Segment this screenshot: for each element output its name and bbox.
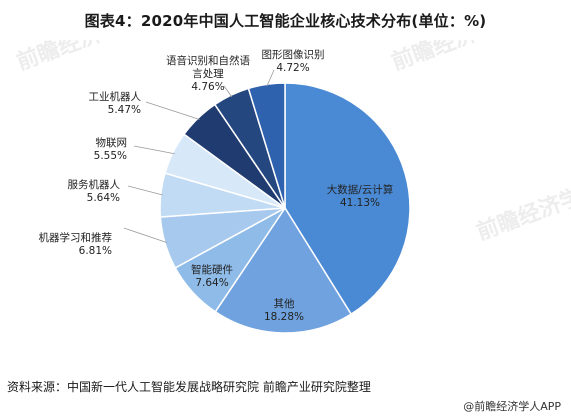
leader-lines bbox=[123, 69, 275, 244]
chart-title: 图表4：2020年中国人工智能企业核心技术分布(单位：%) bbox=[84, 12, 487, 30]
slice-value-label: 18.28% bbox=[264, 311, 304, 323]
slice-value-label: 7.64% bbox=[195, 277, 228, 289]
slice-value-label: 6.81% bbox=[79, 245, 112, 257]
slice-value-label: 5.55% bbox=[94, 150, 127, 162]
pie-chart: 前瞻经济学人前瞻经济学人前瞻经济学人前瞻经济学人 大数据/云计算41.13%其他… bbox=[13, 40, 571, 334]
slice-category-label: 大数据/云计算 bbox=[327, 183, 394, 196]
leader-line bbox=[127, 185, 163, 196]
slice-category-label: 图形图像识别 bbox=[262, 49, 325, 61]
watermark-text: 前瞻经济学人 bbox=[13, 40, 146, 76]
credit-text: @前瞻经济学人APP bbox=[463, 400, 561, 413]
slice-value-label: 4.72% bbox=[276, 62, 309, 74]
slice-category-label: 服务机器人 bbox=[68, 178, 121, 191]
watermark-text: 前瞻经济学人 bbox=[473, 176, 571, 246]
slice-category-label: 工业机器人 bbox=[89, 90, 142, 103]
slice-category-label: 言处理 bbox=[192, 67, 224, 80]
source-note: 资料来源：中国新一代人工智能发展战略研究院 前瞻产业研究院整理 bbox=[7, 380, 371, 394]
slice-category-label: 语音识别和自然语 bbox=[166, 54, 250, 67]
pie-slice bbox=[214, 206, 353, 334]
watermark-text: 前瞻经济学人 bbox=[388, 40, 521, 76]
leader-line bbox=[266, 69, 275, 87]
slice-category-label: 物联网 bbox=[96, 136, 128, 149]
slice-value-label: 41.13% bbox=[340, 197, 380, 209]
leader-line bbox=[123, 227, 168, 244]
slice-value-label: 5.47% bbox=[108, 104, 141, 116]
leader-line bbox=[223, 85, 233, 98]
slice-value-label: 4.76% bbox=[191, 81, 224, 93]
slice-category-label: 机器学习和推荐 bbox=[39, 231, 113, 244]
leader-line bbox=[145, 101, 200, 120]
slice-category-label: 其他 bbox=[274, 297, 295, 310]
pie-chart-area: 前瞻经济学人前瞻经济学人前瞻经济学人前瞻经济学人 大数据/云计算41.13%其他… bbox=[0, 40, 571, 370]
pie-slice bbox=[284, 82, 411, 316]
pie-slice bbox=[247, 82, 286, 209]
slice-category-label: 智能硬件 bbox=[191, 263, 233, 276]
leader-line bbox=[133, 145, 175, 155]
slice-value-label: 5.64% bbox=[87, 192, 120, 204]
